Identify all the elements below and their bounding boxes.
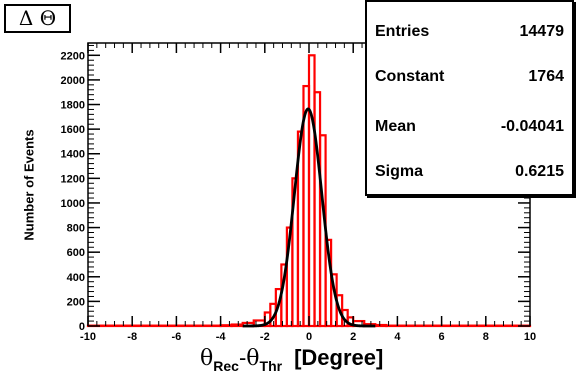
x-tick-label: -4 <box>216 331 227 343</box>
x-axis-title: θRec-θThr [Degree] <box>200 345 383 374</box>
stats-row-sigma: Sigma 0.6215 <box>375 157 564 187</box>
x-tick-label: -10 <box>80 331 96 343</box>
stats-value: 1764 <box>528 68 564 85</box>
x-title-sub-2: Thr <box>259 358 283 374</box>
y-tick-label: 1400 <box>61 149 85 161</box>
stats-label: Mean <box>375 118 416 135</box>
stats-label: Sigma <box>375 163 424 180</box>
x-title-sub-1: Rec <box>213 358 239 374</box>
x-title-theta-2: θ <box>246 346 260 371</box>
x-tick-label: -8 <box>127 331 137 343</box>
histogram-bin <box>230 323 244 328</box>
stats-value: 14479 <box>519 23 565 40</box>
plot-title: Δ Θ <box>18 6 57 30</box>
y-tick-label: 1200 <box>61 173 85 185</box>
y-tick-label: 2200 <box>61 50 85 62</box>
y-tick-label: 600 <box>67 247 85 259</box>
x-tick-label: -2 <box>260 331 270 343</box>
y-tick-label: 0 <box>79 321 85 333</box>
x-tick-label: 6 <box>439 331 445 343</box>
y-tick-label: 2000 <box>61 75 85 87</box>
y-tick-label: 1000 <box>61 198 85 210</box>
y-tick-label: 800 <box>67 223 85 235</box>
stats-row-mean: Mean -0.04041 <box>375 112 564 142</box>
x-title-theta-1: θ <box>200 346 214 371</box>
y-axis-title: Number of Events <box>21 129 37 241</box>
x-tick-label: 4 <box>394 331 401 343</box>
y-tick-label: 1800 <box>61 100 85 112</box>
y-tick-label: 200 <box>67 296 85 308</box>
stats-box: Entries 14479 Constant 1764 Mean -0.0404… <box>365 0 574 196</box>
stats-value: -0.04041 <box>500 118 564 135</box>
stats-row-entries: Entries 14479 <box>375 17 564 47</box>
stats-row-constant: Constant 1764 <box>375 62 564 92</box>
histogram-bin <box>374 323 388 328</box>
x-title-dash: - <box>238 345 247 370</box>
plot-title-box: Δ Θ <box>4 4 71 33</box>
x-tick-label: -6 <box>172 331 182 343</box>
x-tick-label: 0 <box>306 331 312 343</box>
x-tick-label: 2 <box>350 331 356 343</box>
stats-value: 0.6215 <box>515 163 564 180</box>
stats-label: Entries <box>375 23 430 40</box>
y-tick-label: 400 <box>67 272 85 284</box>
x-title-unit: [Degree] <box>294 345 384 370</box>
stats-label: Constant <box>375 68 445 85</box>
x-tick-label: 10 <box>524 331 536 343</box>
y-tick-label: 1600 <box>61 124 85 136</box>
histogram-bin <box>219 324 233 328</box>
x-tick-label: 8 <box>483 331 489 343</box>
